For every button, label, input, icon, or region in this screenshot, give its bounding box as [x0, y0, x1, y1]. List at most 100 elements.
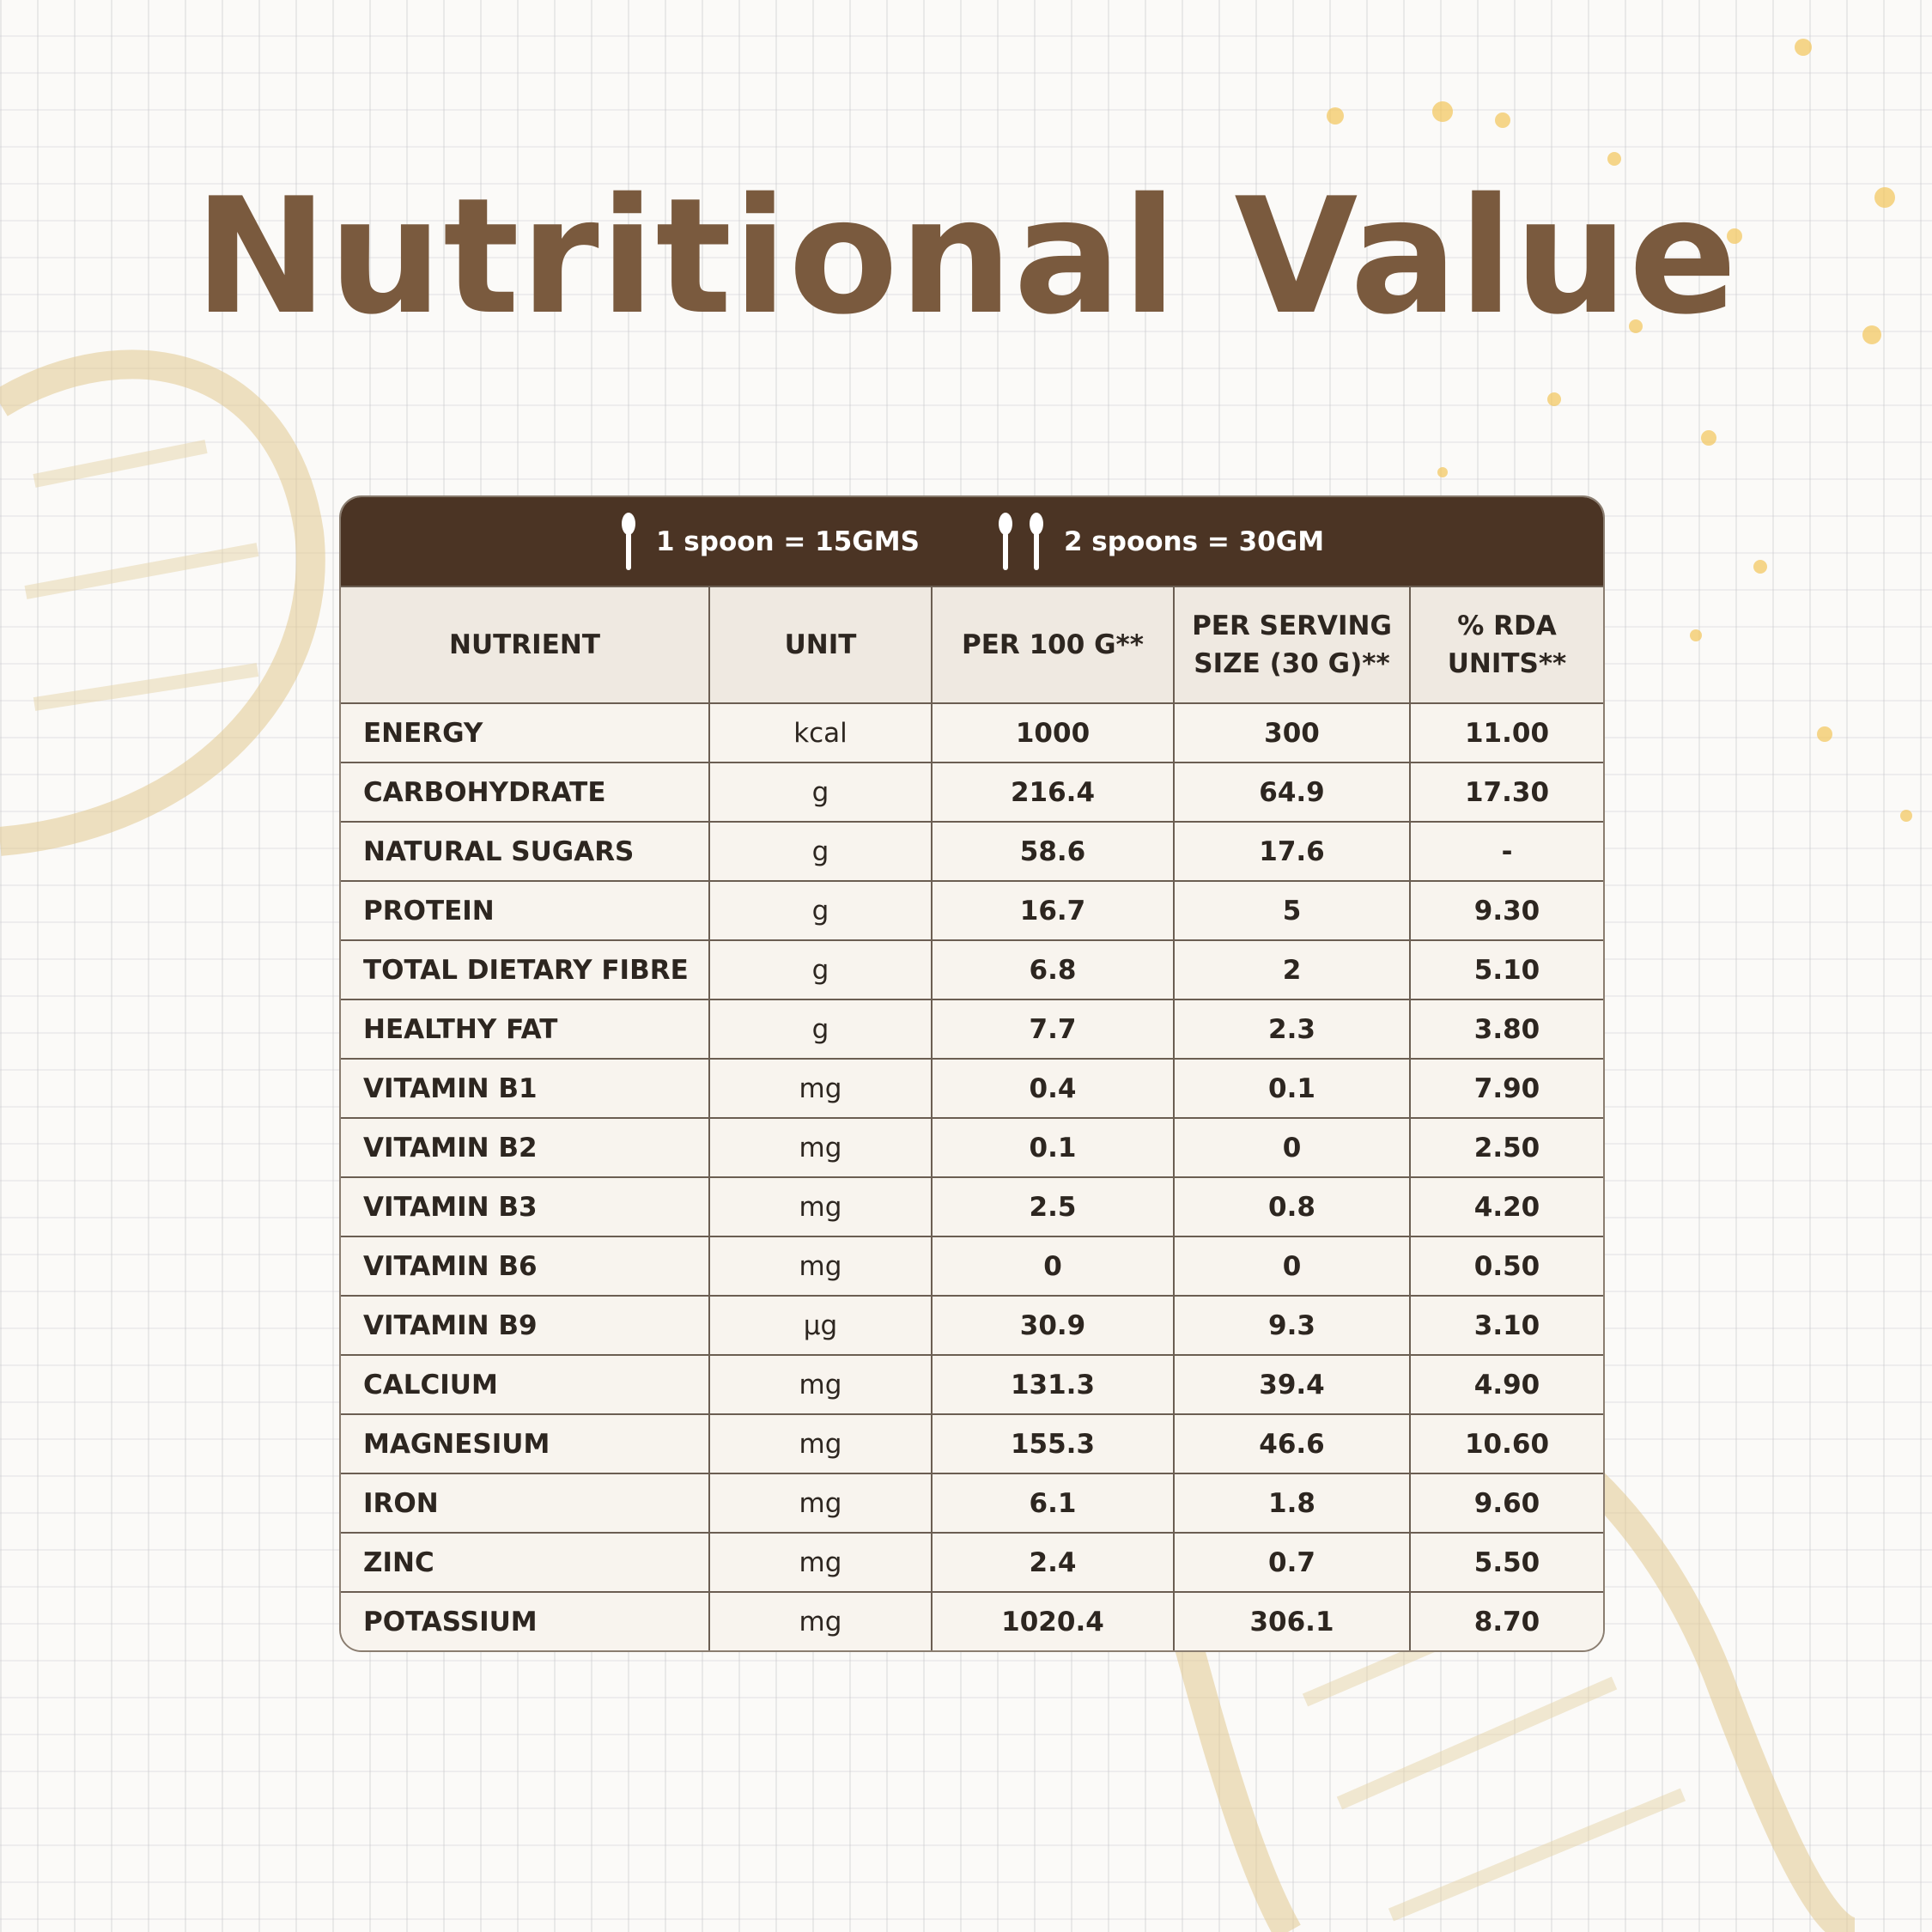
table-cell: 3.10 — [1409, 1295, 1603, 1356]
table-row: VITAMIN B9 µg 30.9 9.3 3.10 — [341, 1295, 1603, 1356]
table-cell: g — [708, 880, 933, 941]
table-cell: 216.4 — [931, 762, 1175, 823]
table-cell: µg — [708, 1295, 933, 1356]
table-cell: 46.6 — [1173, 1413, 1411, 1474]
table-cell: 0.7 — [1173, 1532, 1411, 1593]
table-cell: 2.5 — [931, 1176, 1175, 1237]
table-cell: 3.80 — [1409, 999, 1603, 1060]
column-header: PER 100 G** — [931, 586, 1175, 704]
table-row: VITAMIN B6 mg 0 0 0.50 — [341, 1236, 1603, 1297]
table-cell: VITAMIN B6 — [341, 1236, 710, 1297]
nutrition-table: NUTRIENT UNIT PER 100 G** PER SERVING SIZE … — [341, 586, 1603, 1650]
table-row: CALCIUM mg 131.3 39.4 4.90 — [341, 1354, 1603, 1415]
table-cell: mg — [708, 1532, 933, 1593]
table-cell: 7.7 — [931, 999, 1175, 1060]
table-row: NATURAL SUGARS g 58.6 17.6- — [341, 821, 1603, 882]
table-cell: 1020.4 — [931, 1591, 1175, 1650]
table-cell: mg — [708, 1176, 933, 1237]
column-header: NUTRIENT — [341, 586, 710, 704]
table-cell: 30.9 — [931, 1295, 1175, 1356]
table-row: VITAMIN B2 mg 0.1 0 2.50 — [341, 1117, 1603, 1178]
table-row: VITAMIN B3 mg 2.5 0.8 4.20 — [341, 1176, 1603, 1237]
table-cell: 9.3 — [1173, 1295, 1411, 1356]
table-row: IRON mg 6.1 1.8 9.60 — [341, 1473, 1603, 1534]
table-cell: VITAMIN B3 — [341, 1176, 710, 1237]
table-cell: 58.6 — [931, 821, 1175, 882]
serving-text: 2 spoons = 30GM — [1063, 526, 1325, 557]
table-cell: VITAMIN B1 — [341, 1058, 710, 1119]
table-cell: 9.60 — [1409, 1473, 1603, 1534]
table-cell: mg — [708, 1058, 933, 1119]
table-cell: 4.20 — [1409, 1176, 1603, 1237]
table-row: ZINC mg 2.4 0.7 5.50 — [341, 1532, 1603, 1593]
table-cell: VITAMIN B2 — [341, 1117, 710, 1178]
table-cell: 0 — [931, 1236, 1175, 1297]
table-cell: 5.10 — [1409, 939, 1603, 1000]
table-cell: 0 — [1173, 1117, 1411, 1178]
table-cell: 2.4 — [931, 1532, 1175, 1593]
table-cell: mg — [708, 1117, 933, 1178]
table-cell: 0 — [1173, 1236, 1411, 1297]
table-cell: g — [708, 939, 933, 1000]
table-cell: VITAMIN B9 — [341, 1295, 710, 1356]
table-cell: mg — [708, 1413, 933, 1474]
serving-item: 2 spoons = 30GM — [997, 512, 1324, 572]
table-cell: - — [1409, 821, 1603, 882]
table-cell: g — [708, 762, 933, 823]
table-cell: 6.8 — [931, 939, 1175, 1000]
table-row: CARBOHYDRATE g 216.4 64.9 17.30 — [341, 762, 1603, 823]
table-cell: 2.50 — [1409, 1117, 1603, 1178]
table-cell: 8.70 — [1409, 1591, 1603, 1650]
table-row: VITAMIN B1 mg 0.4 0.1 7.90 — [341, 1058, 1603, 1119]
table-cell: 1.8 — [1173, 1473, 1411, 1534]
table-cell: PROTEIN — [341, 880, 710, 941]
table-cell: IRON — [341, 1473, 710, 1534]
table-row: MAGNESIUM mg 155.3 46.6 10.60 — [341, 1413, 1603, 1474]
table-cell: 17.30 — [1409, 762, 1603, 823]
table-cell: 131.3 — [931, 1354, 1175, 1415]
table-cell: g — [708, 821, 933, 882]
page-title: Nutritional Value — [194, 163, 1738, 349]
table-cell: ZINC — [341, 1532, 710, 1593]
table-cell: 39.4 — [1173, 1354, 1411, 1415]
table-row: PROTEIN g 16.7 5 9.30 — [341, 880, 1603, 941]
table-cell: TOTAL DIETARY FIBRE — [341, 939, 710, 1000]
table-cell: CALCIUM — [341, 1354, 710, 1415]
table-cell: 0.8 — [1173, 1176, 1411, 1237]
table-row: POTASSIUM mg 1020.4 306.1 8.70 — [341, 1591, 1603, 1650]
table-cell: 5.50 — [1409, 1532, 1603, 1593]
table-cell: 7.90 — [1409, 1058, 1603, 1119]
serving-text: 1 spoon = 15GMS — [655, 526, 920, 557]
column-header: UNIT — [708, 586, 933, 704]
column-header: PER SERVING SIZE (30 G)** — [1173, 586, 1411, 704]
table-cell: mg — [708, 1591, 933, 1650]
column-header: % RDA UNITS** — [1409, 586, 1603, 704]
serving-item: 1 spoon = 15GMS — [620, 512, 920, 572]
table-cell: MAGNESIUM — [341, 1413, 710, 1474]
table-cell: 4.90 — [1409, 1354, 1603, 1415]
table-cell: NATURAL SUGARS — [341, 821, 710, 882]
spoon-icon — [621, 512, 635, 570]
table-cell: 16.7 — [931, 880, 1175, 941]
table-cell: 300 — [1173, 702, 1411, 763]
table-cell: g — [708, 999, 933, 1060]
table-row: TOTAL DIETARY FIBRE g 6.8 2 5.10 — [341, 939, 1603, 1000]
table-cell: mg — [708, 1236, 933, 1297]
table-cell: kcal — [708, 702, 933, 763]
table-cell: 1000 — [931, 702, 1175, 763]
table-cell: 155.3 — [931, 1413, 1175, 1474]
table-cell: 306.1 — [1173, 1591, 1411, 1650]
table-cell: 2.3 — [1173, 999, 1411, 1060]
nutrition-card: 1 spoon = 15GMS 2 spoons = 30GM NUTRIENT… — [339, 495, 1605, 1652]
table-cell: 6.1 — [931, 1473, 1175, 1534]
table-cell: mg — [708, 1354, 933, 1415]
table-cell: 0.4 — [931, 1058, 1175, 1119]
table-cell: 0.50 — [1409, 1236, 1603, 1297]
table-cell: POTASSIUM — [341, 1591, 710, 1650]
serving-bar: 1 spoon = 15GMS 2 spoons = 30GM — [341, 497, 1603, 586]
table-cell: CARBOHYDRATE — [341, 762, 710, 823]
table-cell: 10.60 — [1409, 1413, 1603, 1474]
spoons-icon — [998, 512, 1043, 570]
table-cell: 0.1 — [1173, 1058, 1411, 1119]
